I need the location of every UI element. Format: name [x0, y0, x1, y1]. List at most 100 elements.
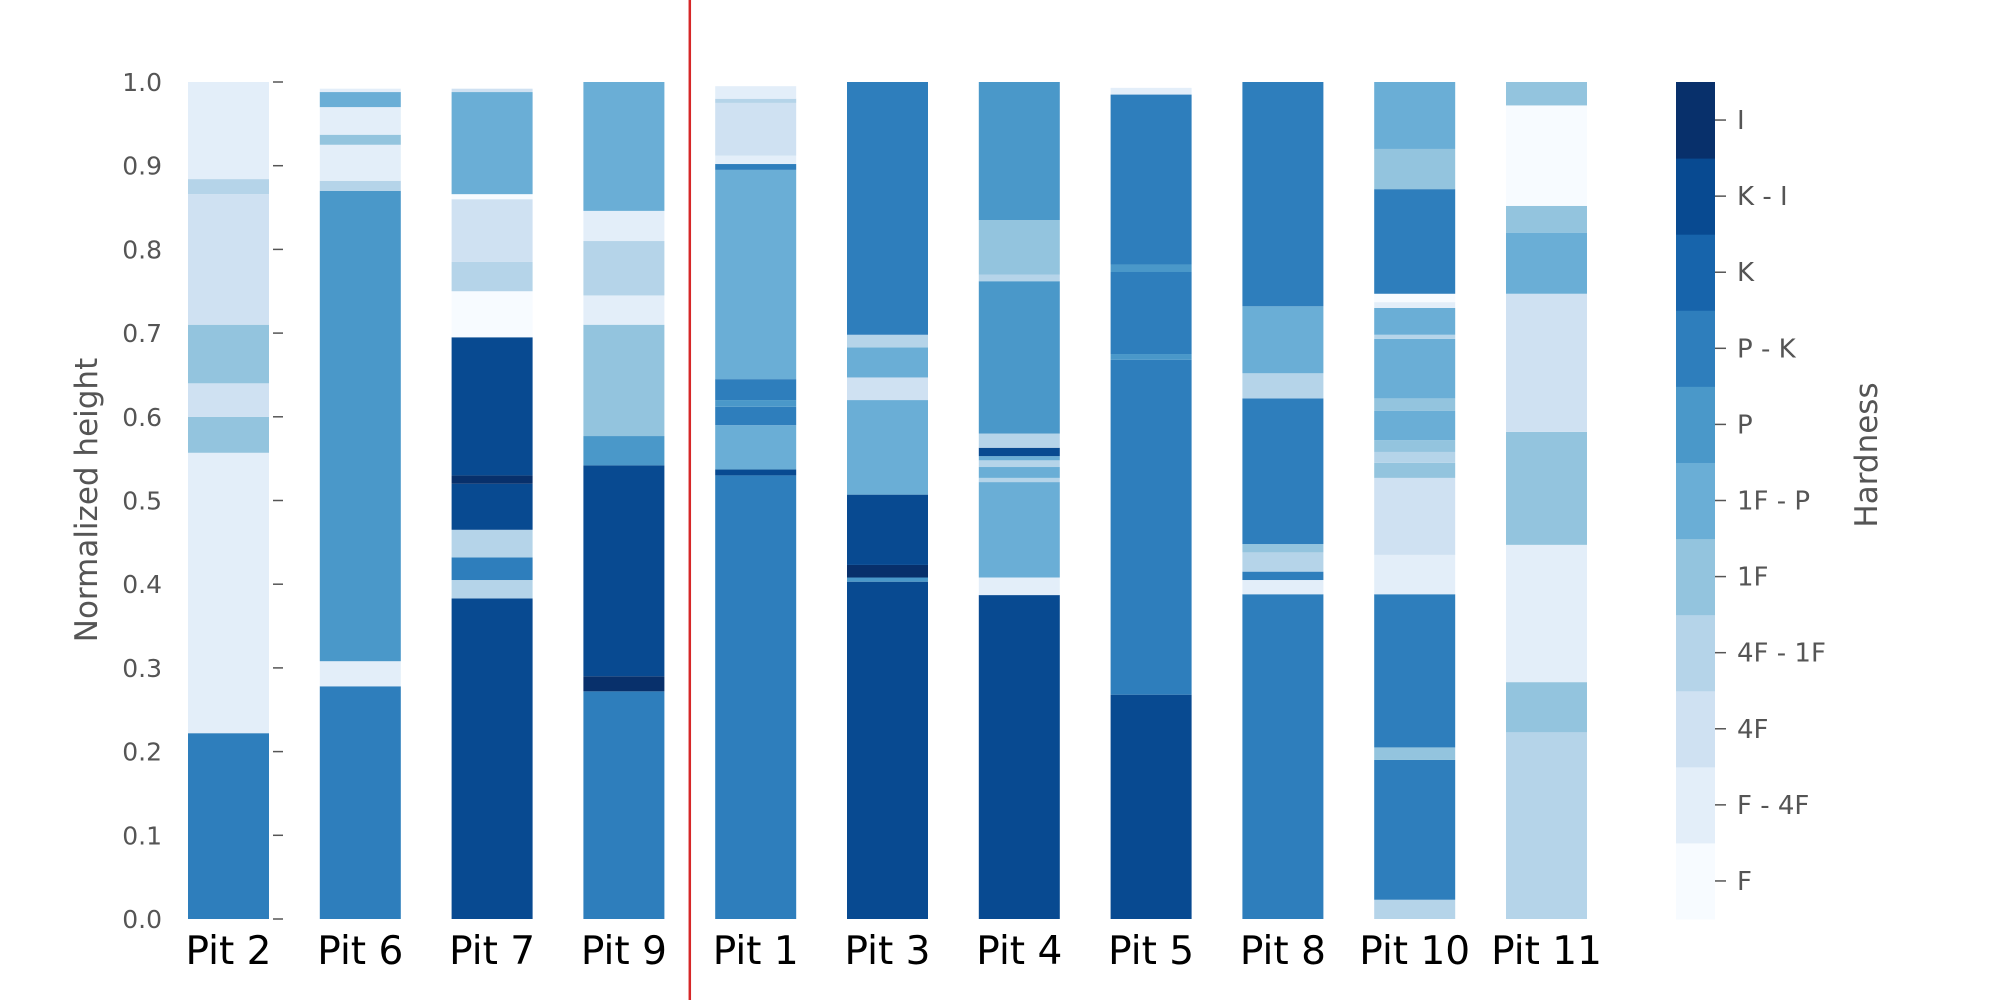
hardness-layer [1506, 293, 1587, 432]
y-tick-label: 0.4 [122, 570, 162, 599]
hardness-layer [847, 377, 928, 401]
pit-label: Pit 5 [1108, 929, 1194, 974]
y-tick-label: 0.7 [122, 319, 162, 348]
hardness-layer [451, 92, 533, 195]
hardness-layer [451, 88, 533, 93]
pit-label: Pit 9 [581, 929, 667, 974]
colorbar-tick-label: P - K [1737, 334, 1797, 364]
hardness-layer [715, 164, 797, 170]
hardness-layer [978, 433, 1060, 448]
hardness-layer [1242, 544, 1324, 553]
colorbar-tick-label: K [1737, 258, 1755, 288]
hardness-layer [715, 155, 797, 165]
hardness-layer [847, 564, 928, 578]
hardness-layer [715, 98, 797, 103]
hardness-layer [1374, 398, 1456, 411]
hardness-layer [1374, 302, 1456, 308]
pit-column [451, 88, 533, 919]
hardness-layer [319, 190, 401, 662]
hardness-layer [847, 334, 928, 348]
hardness-layer [451, 557, 533, 581]
pit-columns [188, 82, 1587, 919]
hardness-layer [1110, 354, 1192, 360]
hardness-layer [978, 82, 1060, 221]
colorbar-segment [1676, 82, 1715, 159]
pit-column [715, 86, 797, 919]
hardness-layer [583, 210, 665, 242]
hardness-layer [847, 494, 928, 565]
hardness-layer [715, 169, 797, 380]
pit-column [583, 82, 665, 919]
hardness-layer [1374, 759, 1456, 900]
y-tick-label: 0.1 [122, 821, 162, 850]
pit-label: Pit 11 [1491, 929, 1602, 974]
hardness-layer [583, 436, 665, 466]
colorbar-tick-label: K - I [1737, 182, 1788, 212]
colorbar-segment [1676, 386, 1715, 463]
hardness-layer [451, 194, 533, 200]
pit-label: Pit 3 [845, 929, 931, 974]
hardness-layer [1374, 189, 1456, 294]
hardness-layer [1110, 264, 1192, 272]
y-tick-label: 0.5 [122, 487, 162, 516]
hardness-layer [1506, 431, 1587, 545]
colorbar-segment [1676, 462, 1715, 540]
hardness-layer [978, 281, 1060, 434]
hardness-layer [978, 456, 1060, 461]
hardness-layer [1242, 373, 1324, 399]
colorbar-segment [1676, 690, 1715, 768]
hardness-layer [978, 467, 1060, 478]
hardness-layer [451, 598, 533, 919]
hardness-layer [1242, 398, 1324, 545]
colorbar-segment [1676, 766, 1715, 844]
hardness-layer [319, 661, 401, 687]
hardness-layer [1242, 571, 1324, 581]
colorbar-tick-label: 1F [1737, 563, 1769, 593]
hardness-layer [715, 406, 797, 426]
hardness-layer [319, 134, 401, 145]
hardness-layer [1506, 682, 1587, 733]
hardness-layer [188, 194, 269, 325]
hardness-layer [319, 686, 401, 919]
hardness-layer [1374, 410, 1456, 441]
pit-label: Pit 7 [449, 929, 535, 974]
hardness-layer [1374, 338, 1456, 399]
hardness-layer [1374, 747, 1456, 760]
hardness-layer [451, 199, 533, 262]
hardness-layer [188, 452, 269, 734]
hardness-layer [319, 144, 401, 181]
hardness-layer [978, 447, 1060, 457]
hardness-layer [978, 477, 1060, 483]
x-axis-labels: Pit 2 Pit 6 Pit 7 Pit 9 Pit 1 Pit 3 Pit 4 Pit 5… [186, 929, 1602, 974]
colorbar-segment [1676, 310, 1715, 387]
hardness-layer [583, 82, 665, 211]
hardness-layer [451, 261, 533, 292]
hardness-layer [1374, 148, 1456, 190]
pit-label: Pit 6 [317, 929, 403, 974]
hardness-layer [1110, 694, 1192, 919]
hardness-layer [1374, 477, 1456, 555]
hardness-layer [1374, 462, 1456, 478]
pit-label: Pit 10 [1359, 929, 1470, 974]
y-axis-title: Normalized height [69, 358, 105, 642]
hardness-layer [847, 347, 928, 378]
hardness-layer [1110, 94, 1192, 265]
hardness-layer [319, 88, 401, 93]
hardness-layer [847, 400, 928, 495]
hardness-layer [1506, 82, 1587, 106]
hardness-layer [1506, 732, 1587, 919]
hardness-layer [1374, 82, 1456, 149]
y-tick-label: 0.2 [122, 738, 162, 767]
hardness-layer [715, 475, 797, 919]
hardness-layer [978, 460, 1060, 468]
hardness-layer [847, 82, 928, 335]
hardness-layer [1374, 554, 1456, 595]
hardness-layer [188, 324, 269, 384]
colorbar-tick-label: P [1737, 410, 1753, 440]
hardness-layer [451, 483, 533, 530]
hardness-layer [188, 733, 269, 919]
pit-label: Pit 8 [1240, 929, 1326, 974]
hardness-layer [715, 469, 797, 476]
colorbar-tick-label: 4F [1737, 715, 1769, 745]
